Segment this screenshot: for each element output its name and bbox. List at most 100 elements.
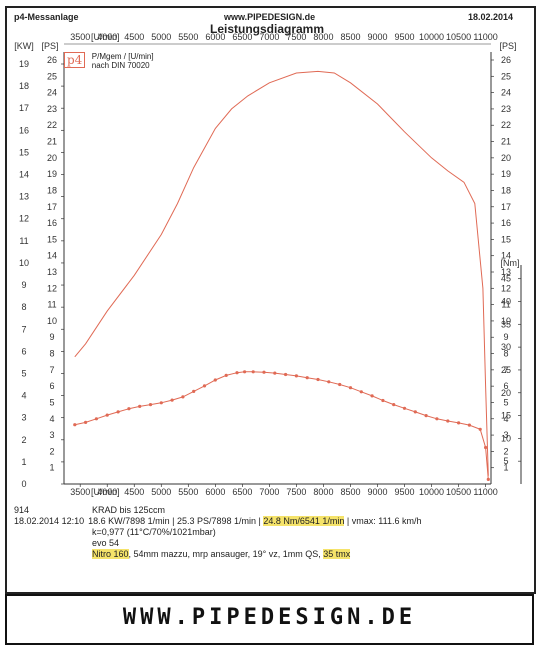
kw-tick-label: 14 [19, 170, 29, 180]
x-tick-label-top: 6000 [205, 32, 225, 42]
torque-point [413, 410, 417, 414]
x-tick-label-bottom: 4000 [97, 487, 117, 497]
x-tick-label-top: 6500 [232, 32, 252, 42]
torque-point [457, 421, 461, 425]
ps-tick-label-left: 16 [47, 218, 57, 228]
p4-logo: p4 [64, 52, 86, 68]
nm-tick-label: 35 [501, 319, 511, 329]
website-banner: WWW.PIPEDESIGN.DE [5, 594, 534, 645]
info-date: 18.02.2014 [14, 516, 60, 526]
kw-tick-label: 4 [21, 391, 26, 401]
ps-tick-label-right: 26 [501, 55, 511, 65]
nm-tick-label: 15 [501, 411, 511, 421]
x-tick-label-bottom: 5000 [151, 487, 171, 497]
ps-tick-label-right: 7 [503, 365, 508, 375]
x-tick-label-top: 3500 [70, 32, 90, 42]
ps-tick-label-right: 3 [503, 430, 508, 440]
torque-point [159, 401, 163, 405]
x-unit-label-top: [U/min] [91, 32, 120, 42]
kw-tick-label: 13 [19, 192, 29, 202]
torque-point [338, 382, 342, 387]
x-tick-label-bottom: 10500 [446, 487, 471, 497]
torque-point [202, 384, 207, 388]
ps-tick-label-right: 10 [501, 316, 511, 326]
kw-tick-label: 11 [19, 236, 28, 246]
x-tick-label-top: 10500 [446, 32, 471, 42]
legend-line1: P/Mgem / [U/min] [91, 52, 154, 61]
info-nitro: Nitro 160 [92, 549, 129, 559]
x-tick-label-bottom: 3500 [70, 487, 90, 497]
x-tick-label-bottom: 10000 [419, 487, 444, 497]
ps-tick-label-left: 19 [47, 169, 57, 179]
ps-tick-label-right: 2 [503, 446, 508, 456]
ps-tick-label-right: 15 [501, 234, 511, 244]
kw-tick-label: 0 [21, 479, 26, 489]
kw-tick-label: 15 [19, 147, 29, 157]
torque-point [359, 390, 363, 394]
kw-unit-label: [KW] [14, 41, 34, 51]
ps-tick-label-left: 6 [49, 381, 54, 391]
x-tick-label-top: 11000 [473, 32, 497, 42]
ps-tick-label-left: 10 [47, 316, 57, 326]
info-setup: , 54mm mazzu, mrp ansauger, 19° vz, 1mm … [128, 549, 321, 559]
x-unit-label-bottom: [U/min] [91, 487, 120, 497]
torque-point [484, 445, 488, 450]
ps-tick-label-left: 9 [49, 332, 54, 342]
info-id: 914 [14, 505, 30, 515]
info-category: KRAD bis 125ccm [92, 505, 166, 515]
kw-tick-label: 1 [21, 457, 26, 467]
x-tick-label-bottom: 6000 [205, 487, 225, 497]
x-tick-label-bottom: 9500 [395, 487, 415, 497]
x-tick-label-bottom: 6500 [232, 487, 252, 497]
kw-tick-label: 19 [19, 59, 29, 69]
x-tick-label-bottom: 8000 [313, 487, 333, 497]
outer-frame [5, 6, 536, 594]
ps-tick-label-left: 4 [49, 414, 54, 424]
torque-point [224, 373, 228, 377]
x-tick-label-bottom: 4500 [124, 487, 144, 497]
info-tmx: 35 tmx [323, 549, 351, 559]
ps-tick-label-left: 20 [47, 153, 57, 163]
nm-tick-label: 10 [501, 433, 511, 443]
x-tick-label-bottom: 11000 [473, 487, 497, 497]
kw-tick-label: 6 [21, 346, 26, 356]
info-vmax: vmax: 111.6 km/h [351, 516, 422, 526]
nm-tick-label: 20 [501, 388, 511, 398]
torque-point [192, 389, 196, 393]
ps-tick-label-right: 11 [501, 300, 510, 310]
kw-tick-label: 12 [19, 214, 29, 224]
ps-tick-label-left: 8 [49, 349, 54, 359]
info-ps: 25.3 PS/7898 1/min [176, 516, 257, 526]
torque-point [348, 386, 353, 390]
ps-tick-label-left: 24 [47, 88, 57, 98]
torque-point [251, 370, 255, 374]
torque-point [392, 403, 396, 407]
ps-tick-label-left: 1 [49, 463, 54, 473]
ps-tick-label-left: 2 [49, 446, 54, 456]
kw-tick-label: 3 [21, 413, 26, 423]
ps-tick-label-left: 13 [47, 267, 57, 277]
kw-tick-label: 17 [19, 103, 29, 113]
kw-tick-label: 16 [19, 125, 29, 135]
torque-point [370, 394, 374, 398]
ps-tick-label-right: 21 [501, 137, 511, 147]
ps-tick-label-right: 18 [501, 185, 511, 195]
nm-tick-label: 30 [501, 342, 511, 352]
ps-tick-label-left: 14 [47, 251, 57, 261]
torque-point [170, 398, 174, 402]
torque-point [181, 395, 185, 399]
kw-tick-label: 7 [21, 324, 26, 334]
ps-tick-label-left: 26 [47, 55, 57, 65]
torque-point [402, 406, 407, 410]
ps-tick-label-left: 18 [47, 185, 57, 195]
ps-unit-label-left: [PS] [41, 41, 58, 51]
kw-tick-label: 10 [19, 258, 29, 268]
torque-point [138, 404, 142, 408]
info-block: 914 KRAD bis 125ccm 18.02.2014 12:10 18.6… [14, 505, 422, 559]
legend: p4 P/Mgem / [U/min] nach DIN 70020 [64, 52, 154, 70]
kw-tick-label: 9 [21, 280, 26, 290]
x-tick-label-top: 5500 [178, 32, 198, 42]
header-date: 18.02.2014 [468, 12, 514, 22]
ps-tick-label-left: 23 [47, 104, 57, 114]
torque-point [446, 419, 450, 423]
